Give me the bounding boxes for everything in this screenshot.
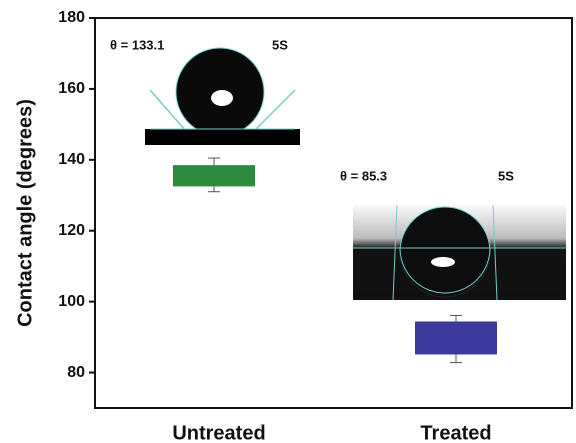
y-tick-label: 100 [58,293,85,310]
box [173,165,255,186]
annotation: θ = 85.3 [340,168,387,183]
y-tick-label: 160 [58,80,85,97]
annotation: θ = 133.1 [110,37,164,52]
chart: Contact angle (degrees) θ = 133.1 5S θ =… [0,0,576,443]
annotation: 5S [498,168,514,183]
droplet-image [145,45,300,145]
x-tick-label: Untreated [172,422,265,443]
droplet-image [353,205,566,300]
y-tick-label: 120 [58,222,85,239]
annotation: 5S [272,37,288,52]
y-tick-label: 140 [58,151,85,168]
box [415,321,497,354]
x-tick-label: Treated [420,422,491,443]
y-axis-label: Contact angle (degrees) [14,99,36,327]
y-tick-label: 180 [58,9,85,26]
y-tick-label: 80 [67,364,85,381]
